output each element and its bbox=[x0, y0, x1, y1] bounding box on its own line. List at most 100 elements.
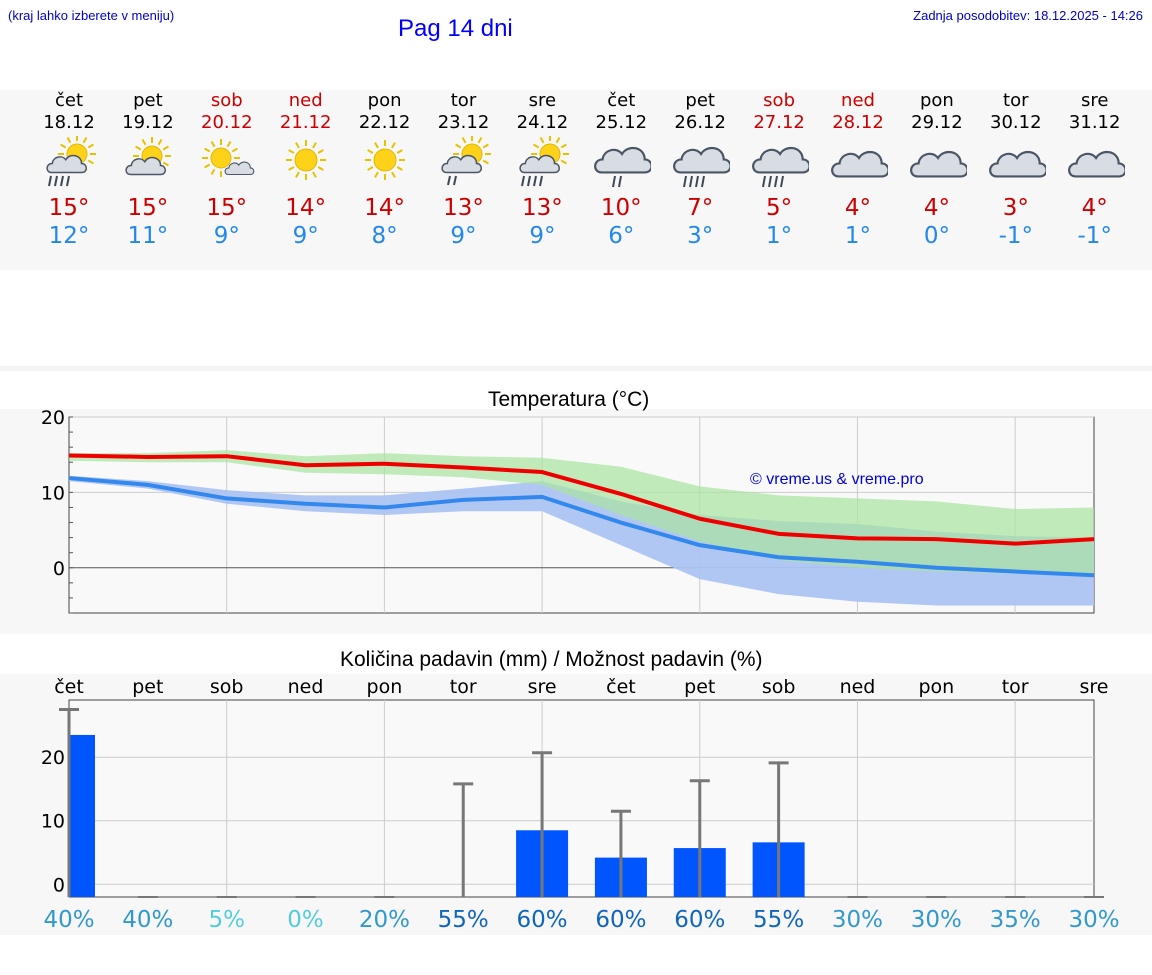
precipitation-day-label: čet bbox=[54, 676, 84, 698]
precipitation-y-tick-label: 0 bbox=[53, 874, 65, 896]
cloud-icon bbox=[818, 136, 898, 192]
precipitation-day-label: sob bbox=[210, 676, 244, 698]
temp-max: 7° bbox=[687, 195, 714, 221]
precipitation-bar bbox=[69, 734, 95, 897]
temp-max: 3° bbox=[1002, 195, 1029, 221]
sun-icon bbox=[345, 136, 425, 192]
day-forecast: tor 23.12 13° 9° bbox=[424, 90, 504, 250]
day-date: 26.12 bbox=[674, 112, 726, 133]
cloud-icon bbox=[1055, 136, 1135, 192]
precipitation-day-label: ned bbox=[840, 676, 876, 698]
separator-band bbox=[0, 366, 1152, 371]
day-date: 25.12 bbox=[595, 112, 648, 133]
day-name: pon bbox=[919, 90, 954, 111]
precipitation-probability-label: 5% bbox=[208, 907, 245, 933]
day-name: čet bbox=[607, 90, 636, 111]
cloud-drizzle-icon bbox=[581, 136, 661, 192]
precipitation-day-label: sre bbox=[1080, 676, 1109, 698]
temp-max: 15° bbox=[206, 195, 248, 221]
day-forecast: pet 26.12 7° 3° bbox=[660, 90, 740, 250]
sun-small-cloud-icon bbox=[187, 136, 267, 192]
temp-min: 9° bbox=[213, 223, 240, 249]
day-date: 18.12 bbox=[43, 112, 95, 133]
page-title: Pag 14 dni bbox=[398, 15, 513, 42]
day-date: 19.12 bbox=[122, 112, 174, 133]
temp-min: 0° bbox=[923, 223, 950, 249]
day-date: 30.12 bbox=[990, 112, 1042, 133]
precipitation-probability-label: 35% bbox=[990, 907, 1041, 933]
day-forecast: pon 22.12 14° 8° bbox=[345, 90, 425, 250]
day-forecast: čet 18.12 15° 12° bbox=[29, 90, 109, 250]
precipitation-probability-label: 60% bbox=[674, 907, 725, 933]
precipitation-day-label: pon bbox=[367, 676, 403, 698]
temperature-y-tick-label: 0 bbox=[53, 558, 65, 580]
temperature-min-range-band bbox=[69, 475, 1094, 606]
temperature-max-line bbox=[68, 453, 1095, 546]
precipitation-probability-label: 20% bbox=[359, 907, 410, 933]
day-name: ned bbox=[288, 90, 323, 111]
precipitation-day-label: tor bbox=[1002, 676, 1029, 698]
temp-min: 1° bbox=[766, 223, 793, 249]
precipitation-probability-label: 30% bbox=[832, 907, 883, 933]
day-name: sre bbox=[1080, 90, 1109, 111]
precipitation-probability-label: 30% bbox=[911, 907, 962, 933]
sun-cloud-rain-icon bbox=[29, 136, 109, 192]
day-date: 24.12 bbox=[516, 112, 569, 133]
day-date: 27.12 bbox=[753, 112, 805, 133]
sun-cloud-icon bbox=[108, 136, 188, 192]
temp-min: 9° bbox=[450, 223, 477, 249]
day-forecast: sob 20.12 15° 9° bbox=[187, 90, 267, 250]
temp-max: 14° bbox=[364, 195, 405, 221]
temp-min: 9° bbox=[529, 223, 556, 249]
day-name: pet bbox=[685, 90, 715, 111]
day-date: 20.12 bbox=[201, 112, 253, 133]
precipitation-probability-label: 55% bbox=[753, 907, 804, 933]
precipitation-probability-label: 40% bbox=[43, 907, 94, 933]
forecast-days-panel bbox=[0, 90, 1152, 270]
last-updated: Zadnja posodobitev: 18.12.2025 - 14:26 bbox=[913, 8, 1143, 23]
temp-min: 12° bbox=[48, 223, 90, 249]
precipitation-day-label: sre bbox=[528, 676, 557, 698]
day-forecast: sre 31.12 4° -1° bbox=[1055, 90, 1135, 250]
temp-min: 11° bbox=[127, 223, 169, 249]
temperature-y-tick-label: 20 bbox=[41, 407, 65, 429]
day-date: 22.12 bbox=[358, 112, 411, 133]
temp-max: 4° bbox=[923, 195, 950, 221]
day-forecast: sre 24.12 13° 9° bbox=[502, 90, 582, 250]
precipitation-day-label: pet bbox=[684, 676, 715, 698]
temperature-y-tick-label: 10 bbox=[41, 482, 65, 504]
temp-min: 9° bbox=[292, 223, 319, 249]
precipitation-chart-title: Količina padavin (mm) / Možnost padavin … bbox=[340, 648, 763, 671]
cloud-rain-icon bbox=[739, 136, 819, 192]
precipitation-day-label: tor bbox=[450, 676, 477, 698]
temperature-min-line bbox=[68, 476, 1095, 578]
temp-max: 13° bbox=[522, 195, 563, 221]
cloud-icon bbox=[897, 136, 977, 192]
day-name: pet bbox=[133, 90, 163, 111]
day-forecast: ned 21.12 14° 9° bbox=[266, 90, 346, 250]
precipitation-day-label: pet bbox=[132, 676, 163, 698]
precipitation-day-label: pon bbox=[918, 676, 954, 698]
day-forecast: pon 29.12 4° 0° bbox=[897, 90, 977, 250]
temp-max: 15° bbox=[48, 195, 90, 221]
day-name: tor bbox=[1003, 90, 1029, 111]
temp-min: 8° bbox=[371, 223, 398, 249]
cloud-icon bbox=[976, 136, 1056, 192]
day-date: 29.12 bbox=[911, 112, 963, 133]
precipitation-probability-label: 60% bbox=[595, 907, 646, 933]
day-date: 31.12 bbox=[1068, 112, 1121, 133]
temp-max: 10° bbox=[600, 195, 642, 221]
temp-min: 3° bbox=[687, 223, 714, 249]
day-forecast: sob 27.12 5° 1° bbox=[739, 90, 819, 250]
watermark: © vreme.us & vreme.pro bbox=[750, 471, 924, 488]
temp-max: 13° bbox=[443, 195, 484, 221]
precipitation-plot-area bbox=[68, 699, 1095, 898]
day-name: pon bbox=[367, 90, 402, 111]
precipitation-y-tick-label: 20 bbox=[41, 747, 65, 769]
day-name: sob bbox=[210, 90, 243, 111]
temp-min: -1° bbox=[1077, 223, 1112, 249]
location-hint: (kraj lahko izberete v meniju) bbox=[8, 8, 175, 23]
day-forecast: ned 28.12 4° 1° bbox=[818, 90, 898, 250]
precipitation-day-label: ned bbox=[288, 676, 324, 698]
